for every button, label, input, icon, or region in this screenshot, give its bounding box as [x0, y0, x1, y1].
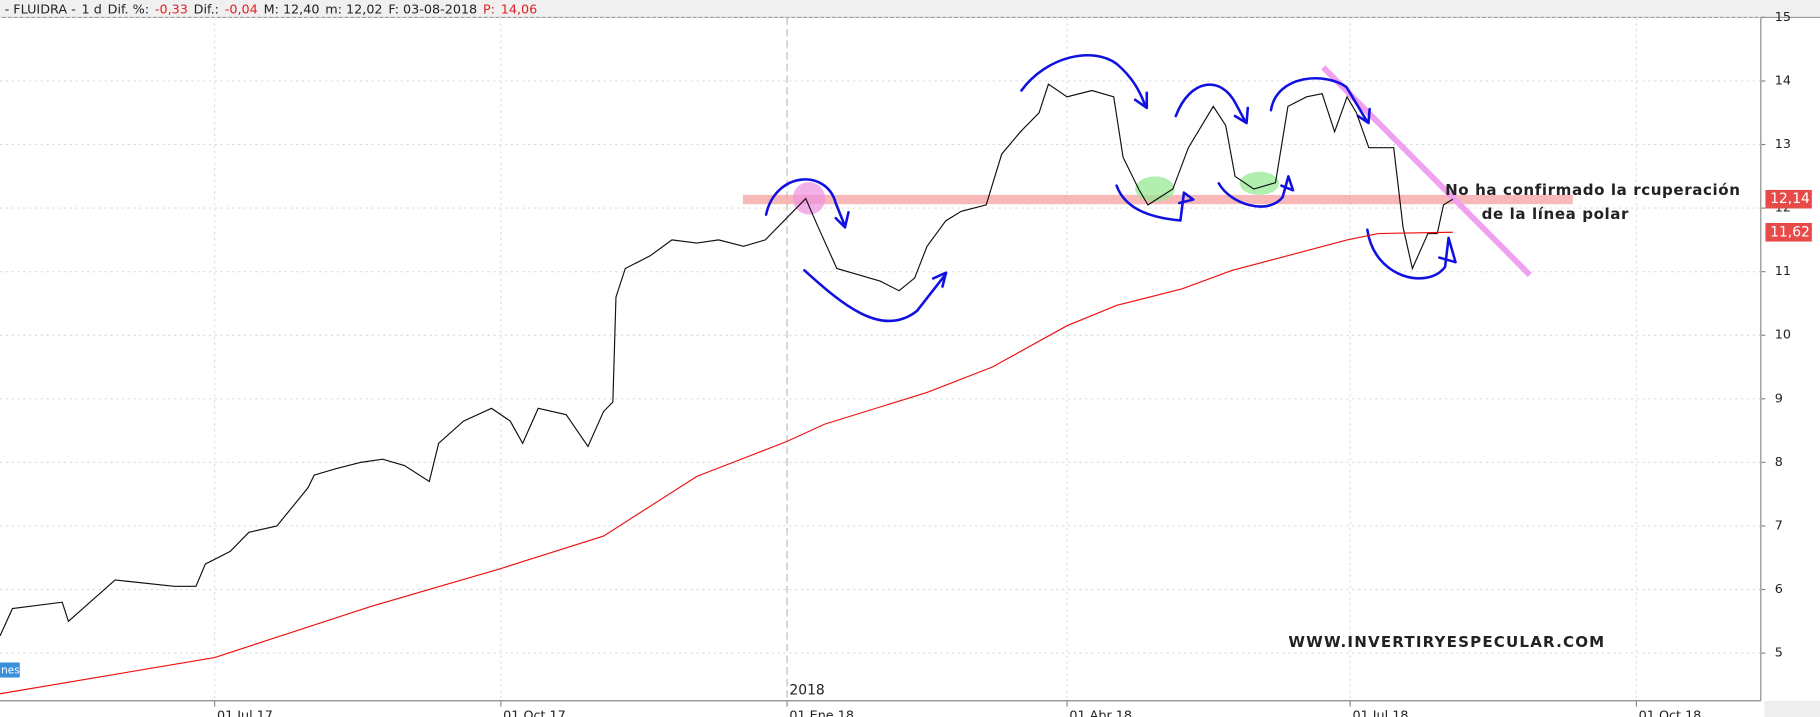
y-tick-label: 11 [1775, 264, 1791, 279]
x-tick-label: 01 Oct 18 [1639, 708, 1702, 717]
x-tick-label: 01 Abr 18 [1069, 708, 1132, 717]
hand-arrow [803, 269, 948, 323]
header-item: Dif.: [194, 2, 219, 17]
header-item: M: 12,40 [264, 2, 320, 17]
y-tick-label: 7 [1775, 518, 1783, 533]
hand-arrow [1020, 54, 1149, 110]
header-item: -0,04 [225, 2, 258, 17]
watermark: WWW.INVERTIRYESPECULAR.COM [1288, 633, 1605, 651]
hand-arrow [1217, 175, 1295, 208]
y-tick-label: 15 [1775, 10, 1791, 25]
header-item: Dif. %: [108, 2, 149, 17]
price-tag [1765, 222, 1812, 242]
price-line [0, 231, 1453, 695]
annotation: de la línea polar [1482, 205, 1629, 223]
header-text: - FLUIDRA - 1 d Dif. %: -0,33 Dif.: -0,04 M: 1… [5, 2, 538, 17]
annotation: No ha confirmado la rcuperación [1445, 181, 1740, 199]
x-tick-label: 01 Oct 17 [503, 708, 566, 717]
highlight-ellipse [1135, 176, 1175, 202]
header-bar [0, 0, 1820, 18]
annotations [742, 54, 1573, 323]
y-tick-label: 6 [1775, 582, 1783, 597]
y-tick-label: 8 [1775, 455, 1783, 470]
y-tick-label: 13 [1775, 137, 1791, 152]
trend-line [1321, 65, 1532, 278]
highlight-circle [792, 182, 826, 215]
header-item: 1 d [82, 2, 102, 17]
year-label: 2018 [789, 682, 824, 698]
hand-arrow [1269, 76, 1371, 125]
y-tick-label: 9 [1775, 391, 1783, 406]
price-tag-label: 11,62 [1770, 224, 1810, 240]
price-tag [1765, 189, 1812, 209]
hand-arrow [1366, 228, 1457, 280]
y-tick-label: 5 [1775, 646, 1783, 661]
x-tick-label: 01 Jul 17 [217, 708, 273, 717]
hand-arrow [764, 178, 850, 229]
scroll-corner [1764, 700, 1820, 717]
hand-arrow [1115, 184, 1195, 222]
price-line [0, 83, 1454, 637]
price-tag-label: 12,14 [1770, 191, 1810, 207]
x-tick-label: 01 Ene 18 [789, 708, 854, 717]
indicator-tag-bg [0, 662, 20, 678]
header-item: 14,06 [501, 2, 538, 17]
x-tick-label: 01 Jul 18 [1352, 708, 1408, 717]
header-item: m: 12,02 [325, 2, 382, 17]
indicator-tag: nes [1, 665, 19, 677]
header-item: - FLUIDRA - [5, 2, 76, 17]
header-item: P: [483, 2, 495, 17]
header-item: F: 03-08-2018 [388, 2, 477, 17]
y-tick-label: 14 [1775, 73, 1791, 88]
hand-arrow [1174, 83, 1250, 125]
header-item: -0,33 [155, 2, 188, 17]
highlight-ellipse [1239, 171, 1280, 195]
y-tick-label: 10 [1775, 328, 1791, 343]
